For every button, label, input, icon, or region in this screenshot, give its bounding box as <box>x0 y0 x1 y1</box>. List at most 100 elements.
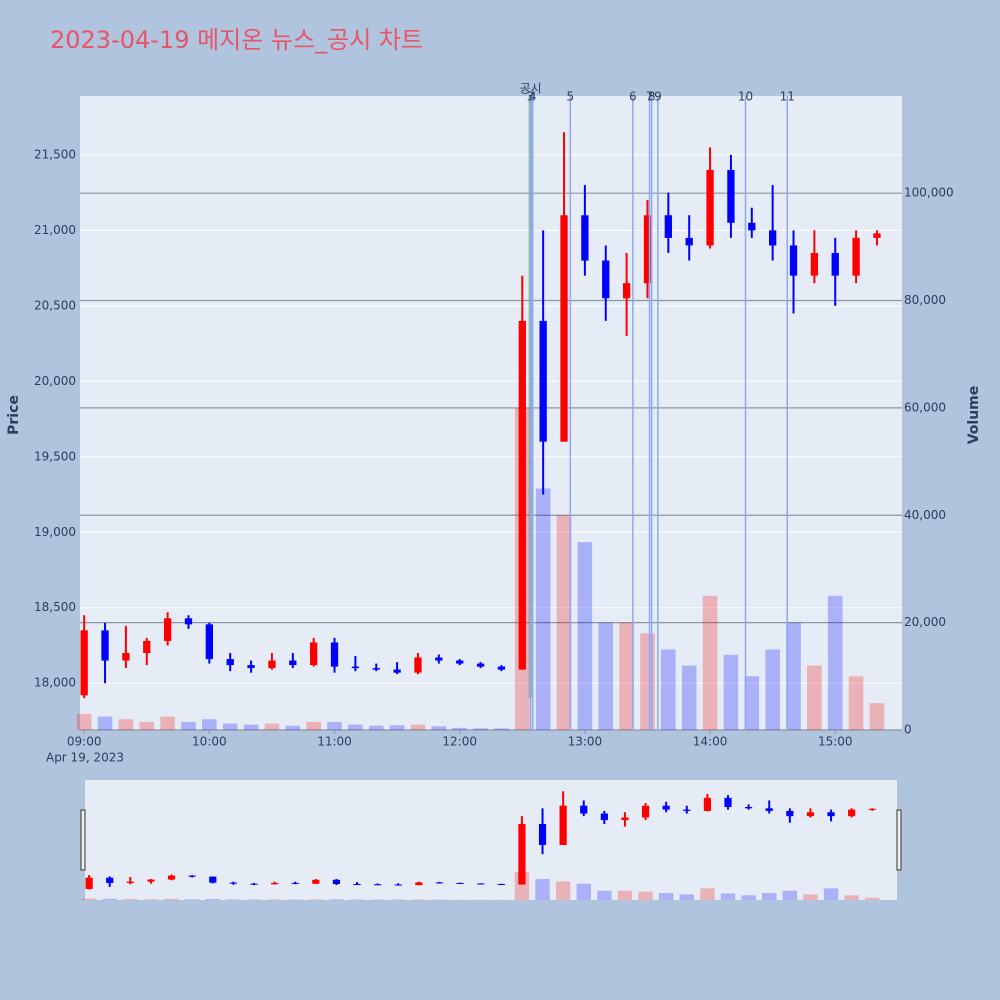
candle-body <box>810 252 819 276</box>
volume-bar <box>577 542 593 730</box>
volume-bar <box>786 622 801 730</box>
volume-bar <box>327 721 342 730</box>
candle-body <box>581 215 589 261</box>
candle-body <box>85 877 93 889</box>
candle-body <box>101 630 109 661</box>
range-handle[interactable] <box>80 809 86 871</box>
volume-bar <box>160 716 175 730</box>
volume-bar <box>598 622 614 730</box>
candle-body <box>209 876 217 883</box>
volume-bar <box>243 724 259 730</box>
candle-body <box>394 884 402 886</box>
candle-body <box>229 882 237 884</box>
volume-bar <box>681 665 697 730</box>
y2-tick-label: 0 <box>904 723 912 737</box>
range-slider[interactable] <box>85 780 897 900</box>
volume-bar <box>267 899 282 900</box>
volume-bar <box>869 703 885 730</box>
candle-body <box>748 222 756 231</box>
event-label: 3 <box>527 90 535 104</box>
candle-body <box>768 230 777 246</box>
candle-body <box>414 657 422 673</box>
y-tick-label: 21,000 <box>34 223 76 237</box>
event-label: 7 <box>646 90 654 104</box>
volume-bar <box>803 894 818 900</box>
candle-body <box>538 824 547 845</box>
candle-body <box>456 660 464 664</box>
candle-body <box>126 881 134 883</box>
y-tick-label: 21,500 <box>34 147 76 161</box>
event-label: 5 <box>566 90 574 104</box>
candle-body <box>745 807 753 809</box>
candle-body <box>868 808 876 810</box>
y-tick-label: 18,000 <box>34 676 76 690</box>
candle-body <box>106 877 114 883</box>
volume-bar <box>720 893 736 900</box>
y2-tick-label: 100,000 <box>904 186 954 200</box>
volume-bar <box>431 726 447 730</box>
x-tick-label: 11:00 <box>317 735 352 749</box>
volume-bar <box>164 898 179 900</box>
candle-body <box>662 805 670 810</box>
candle-body <box>268 660 276 669</box>
candle-body <box>559 805 567 845</box>
candle-body <box>415 882 423 886</box>
candle-body <box>143 640 151 654</box>
plot-area <box>80 96 902 730</box>
volume-bar <box>556 515 572 730</box>
event-label: 공시 <box>520 82 542 96</box>
volume-bar <box>329 899 344 900</box>
candle-body <box>852 237 860 276</box>
candle-body <box>205 624 214 660</box>
x-tick-label: 13:00 <box>568 735 603 749</box>
volume-bar <box>102 898 117 900</box>
candle-body <box>80 630 88 696</box>
candle-body <box>518 824 526 885</box>
volume-bar <box>576 883 591 900</box>
candle-body <box>497 884 505 885</box>
candle-body <box>456 882 464 884</box>
event-label: 8 <box>648 90 656 104</box>
volume-bar <box>308 899 324 900</box>
candle-body <box>643 215 652 284</box>
x-tick-label: 14:00 <box>693 735 728 749</box>
volume-bar <box>617 890 633 900</box>
y-tick-label: 19,500 <box>34 449 76 463</box>
candle-body <box>621 817 629 821</box>
volume-bar <box>368 725 384 730</box>
y-tick-label: 19,000 <box>34 525 76 539</box>
candle-body <box>372 668 380 670</box>
candle-body <box>600 813 608 821</box>
candle-body <box>727 169 735 223</box>
volume-bar <box>473 728 488 730</box>
candle-body <box>332 879 341 884</box>
candle-body <box>827 812 835 817</box>
volume-bar <box>555 881 571 900</box>
volume-bar <box>865 897 880 900</box>
volume-bar <box>741 895 756 900</box>
volume-bar <box>184 899 200 900</box>
candle-body <box>393 669 401 673</box>
candle-body <box>786 810 794 817</box>
candle-body <box>312 879 320 884</box>
range-handle[interactable] <box>896 809 902 871</box>
volume-bar <box>348 724 363 730</box>
volume-bar <box>702 595 718 730</box>
candle-body <box>580 805 588 814</box>
volume-bar <box>226 899 241 900</box>
volume-bar <box>81 898 97 900</box>
volume-bar <box>782 890 798 900</box>
y-tick-label: 20,000 <box>34 374 76 388</box>
candle-body <box>685 237 693 246</box>
volume-bar <box>139 721 155 730</box>
volume-bar <box>410 724 426 730</box>
volume-bar <box>143 899 159 900</box>
volume-bar <box>535 488 551 730</box>
candle-body <box>765 808 773 811</box>
chart-title: 2023-04-19 메지온 뉴스_공시 차트 <box>50 26 423 54</box>
candle-body <box>167 875 176 880</box>
candle-body <box>226 659 234 666</box>
candle-body <box>353 884 361 885</box>
volume-bar <box>700 888 715 900</box>
